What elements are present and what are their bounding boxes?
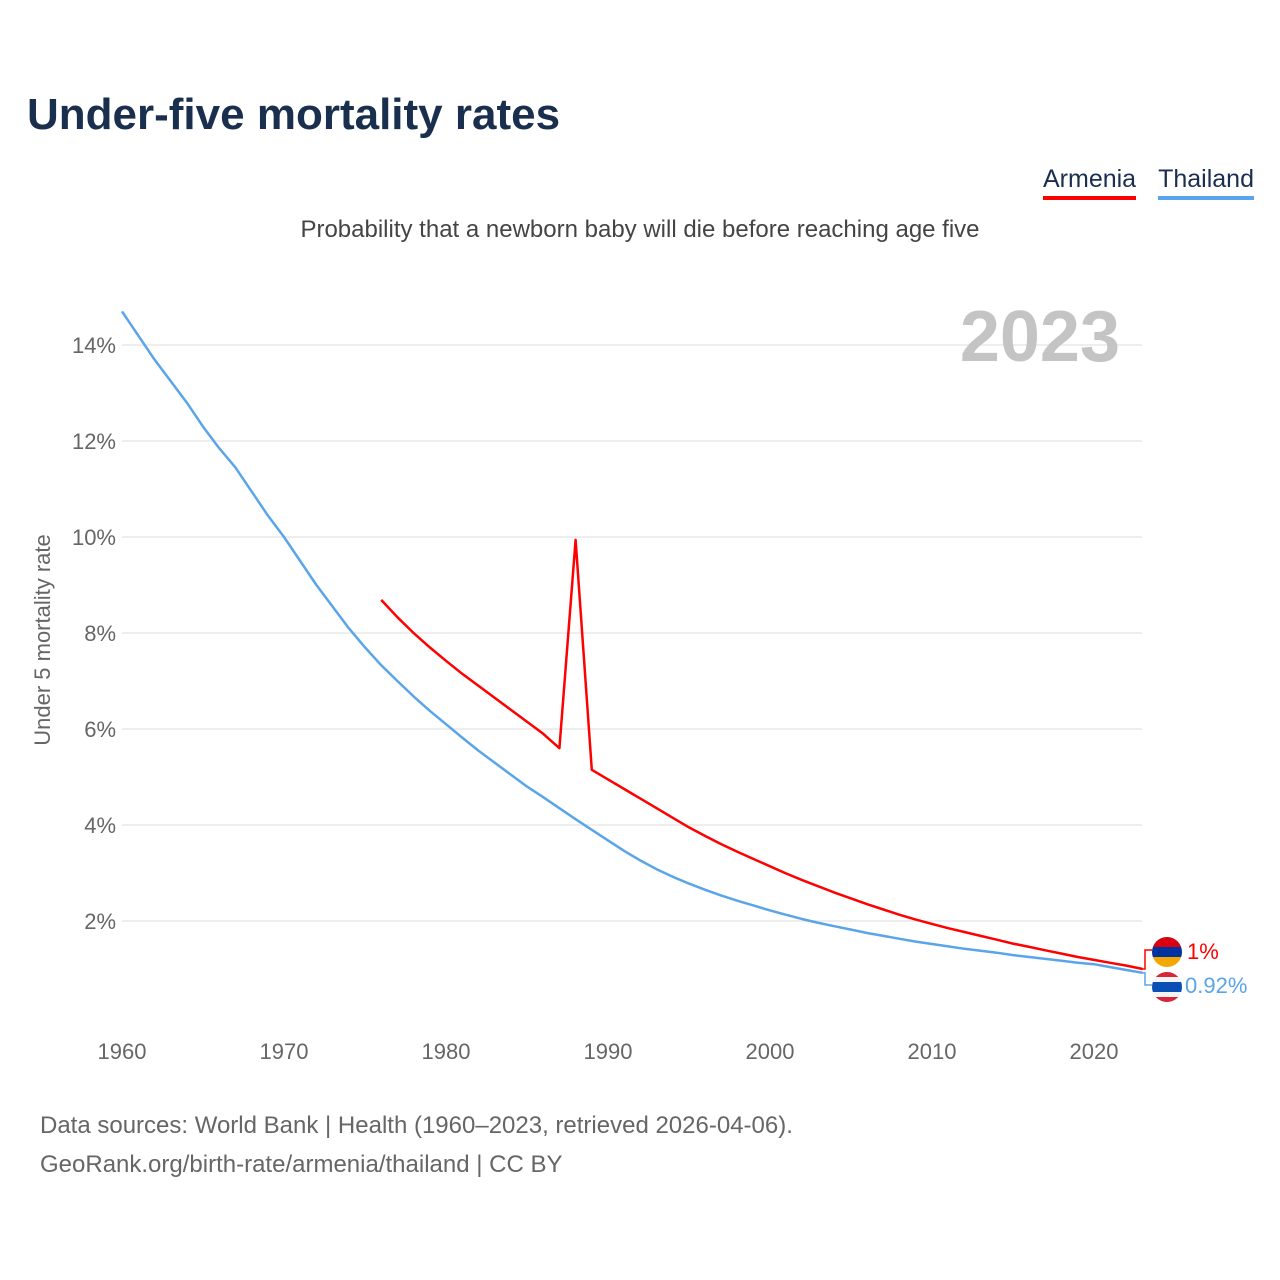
line-armenia <box>380 538 1143 971</box>
x-tick-label: 2000 <box>746 1039 795 1064</box>
y-tick-label: 4% <box>84 813 116 838</box>
thailand-flag-icon <box>1152 972 1182 1002</box>
source-line-2[interactable]: GeoRank.org/birth-rate/armenia/thailand … <box>40 1151 563 1178</box>
year-watermark: 2023 <box>960 297 1120 377</box>
legend-thailand[interactable]: Thailand <box>1158 165 1254 200</box>
legend: Armenia Thailand <box>1043 165 1254 200</box>
y-tick-label: 12% <box>72 429 116 454</box>
y-tick-label: 6% <box>84 717 116 742</box>
y-tick-label: 10% <box>72 525 116 550</box>
x-tick-label: 2010 <box>908 1039 957 1064</box>
legend-armenia[interactable]: Armenia <box>1043 165 1137 200</box>
x-tick-label: 2020 <box>1070 1039 1119 1064</box>
x-tick-label: 1960 <box>98 1039 147 1064</box>
chart-title: Under-five mortality rates <box>27 90 561 139</box>
y-axis-label: Under 5 mortality rate <box>30 534 55 746</box>
source-line-1: Data sources: World Bank | Health (1960–… <box>40 1112 793 1139</box>
source-note: Data sources: World Bank | Health (1960–… <box>40 1106 793 1184</box>
line-thailand <box>120 310 1143 975</box>
connector-thailand <box>1142 972 1152 986</box>
end-label-thailand: 0.92% <box>1185 973 1247 998</box>
x-tick-label: 1970 <box>260 1039 309 1064</box>
y-tick-label: 14% <box>72 333 116 358</box>
x-tick-label: 1990 <box>584 1039 633 1064</box>
chart-subtitle: Probability that a newborn baby will die… <box>300 216 980 243</box>
connector-armenia <box>1142 949 1152 970</box>
end-label-armenia: 1% <box>1187 939 1219 964</box>
armenia-flag-icon <box>1152 937 1182 967</box>
x-tick-label: 1980 <box>422 1039 471 1064</box>
y-tick-label: 2% <box>84 909 116 934</box>
y-tick-label: 8% <box>84 621 116 646</box>
